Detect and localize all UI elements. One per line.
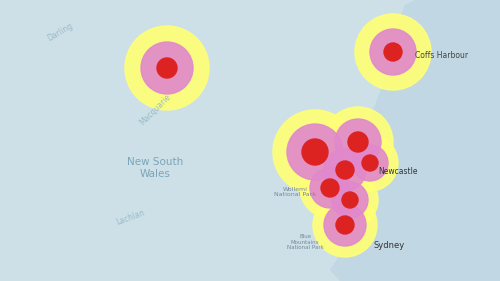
Circle shape (355, 14, 431, 90)
Circle shape (342, 192, 358, 208)
Circle shape (273, 110, 357, 194)
Text: New South
Wales: New South Wales (127, 157, 183, 179)
Circle shape (310, 168, 350, 208)
Circle shape (313, 193, 377, 257)
Circle shape (362, 155, 378, 171)
Text: Blue
Mountains
National Park: Blue Mountains National Park (286, 234, 324, 250)
Circle shape (300, 158, 360, 218)
Text: Sydney: Sydney (373, 241, 404, 250)
Circle shape (324, 204, 366, 246)
Circle shape (370, 29, 416, 75)
Circle shape (336, 216, 354, 234)
Text: Wollemi
National Park: Wollemi National Park (274, 187, 316, 197)
Circle shape (321, 179, 339, 197)
Polygon shape (330, 0, 500, 281)
Polygon shape (0, 0, 415, 281)
Text: Newcastle: Newcastle (378, 167, 418, 176)
Circle shape (302, 139, 328, 165)
Circle shape (125, 26, 209, 110)
Circle shape (287, 124, 343, 180)
Text: Darling: Darling (46, 21, 74, 43)
Circle shape (384, 43, 402, 61)
Circle shape (348, 132, 368, 152)
Circle shape (157, 58, 177, 78)
Circle shape (141, 42, 193, 94)
Text: Macquarie: Macquarie (138, 93, 172, 127)
Text: Lachlan: Lachlan (114, 209, 146, 227)
Circle shape (335, 119, 381, 165)
Circle shape (324, 149, 366, 191)
Circle shape (313, 138, 377, 202)
Text: Coffs Harbour: Coffs Harbour (415, 51, 468, 60)
Circle shape (322, 172, 378, 228)
Circle shape (323, 107, 393, 177)
Circle shape (332, 182, 368, 218)
Circle shape (352, 145, 388, 181)
Circle shape (342, 135, 398, 191)
Circle shape (336, 161, 354, 179)
